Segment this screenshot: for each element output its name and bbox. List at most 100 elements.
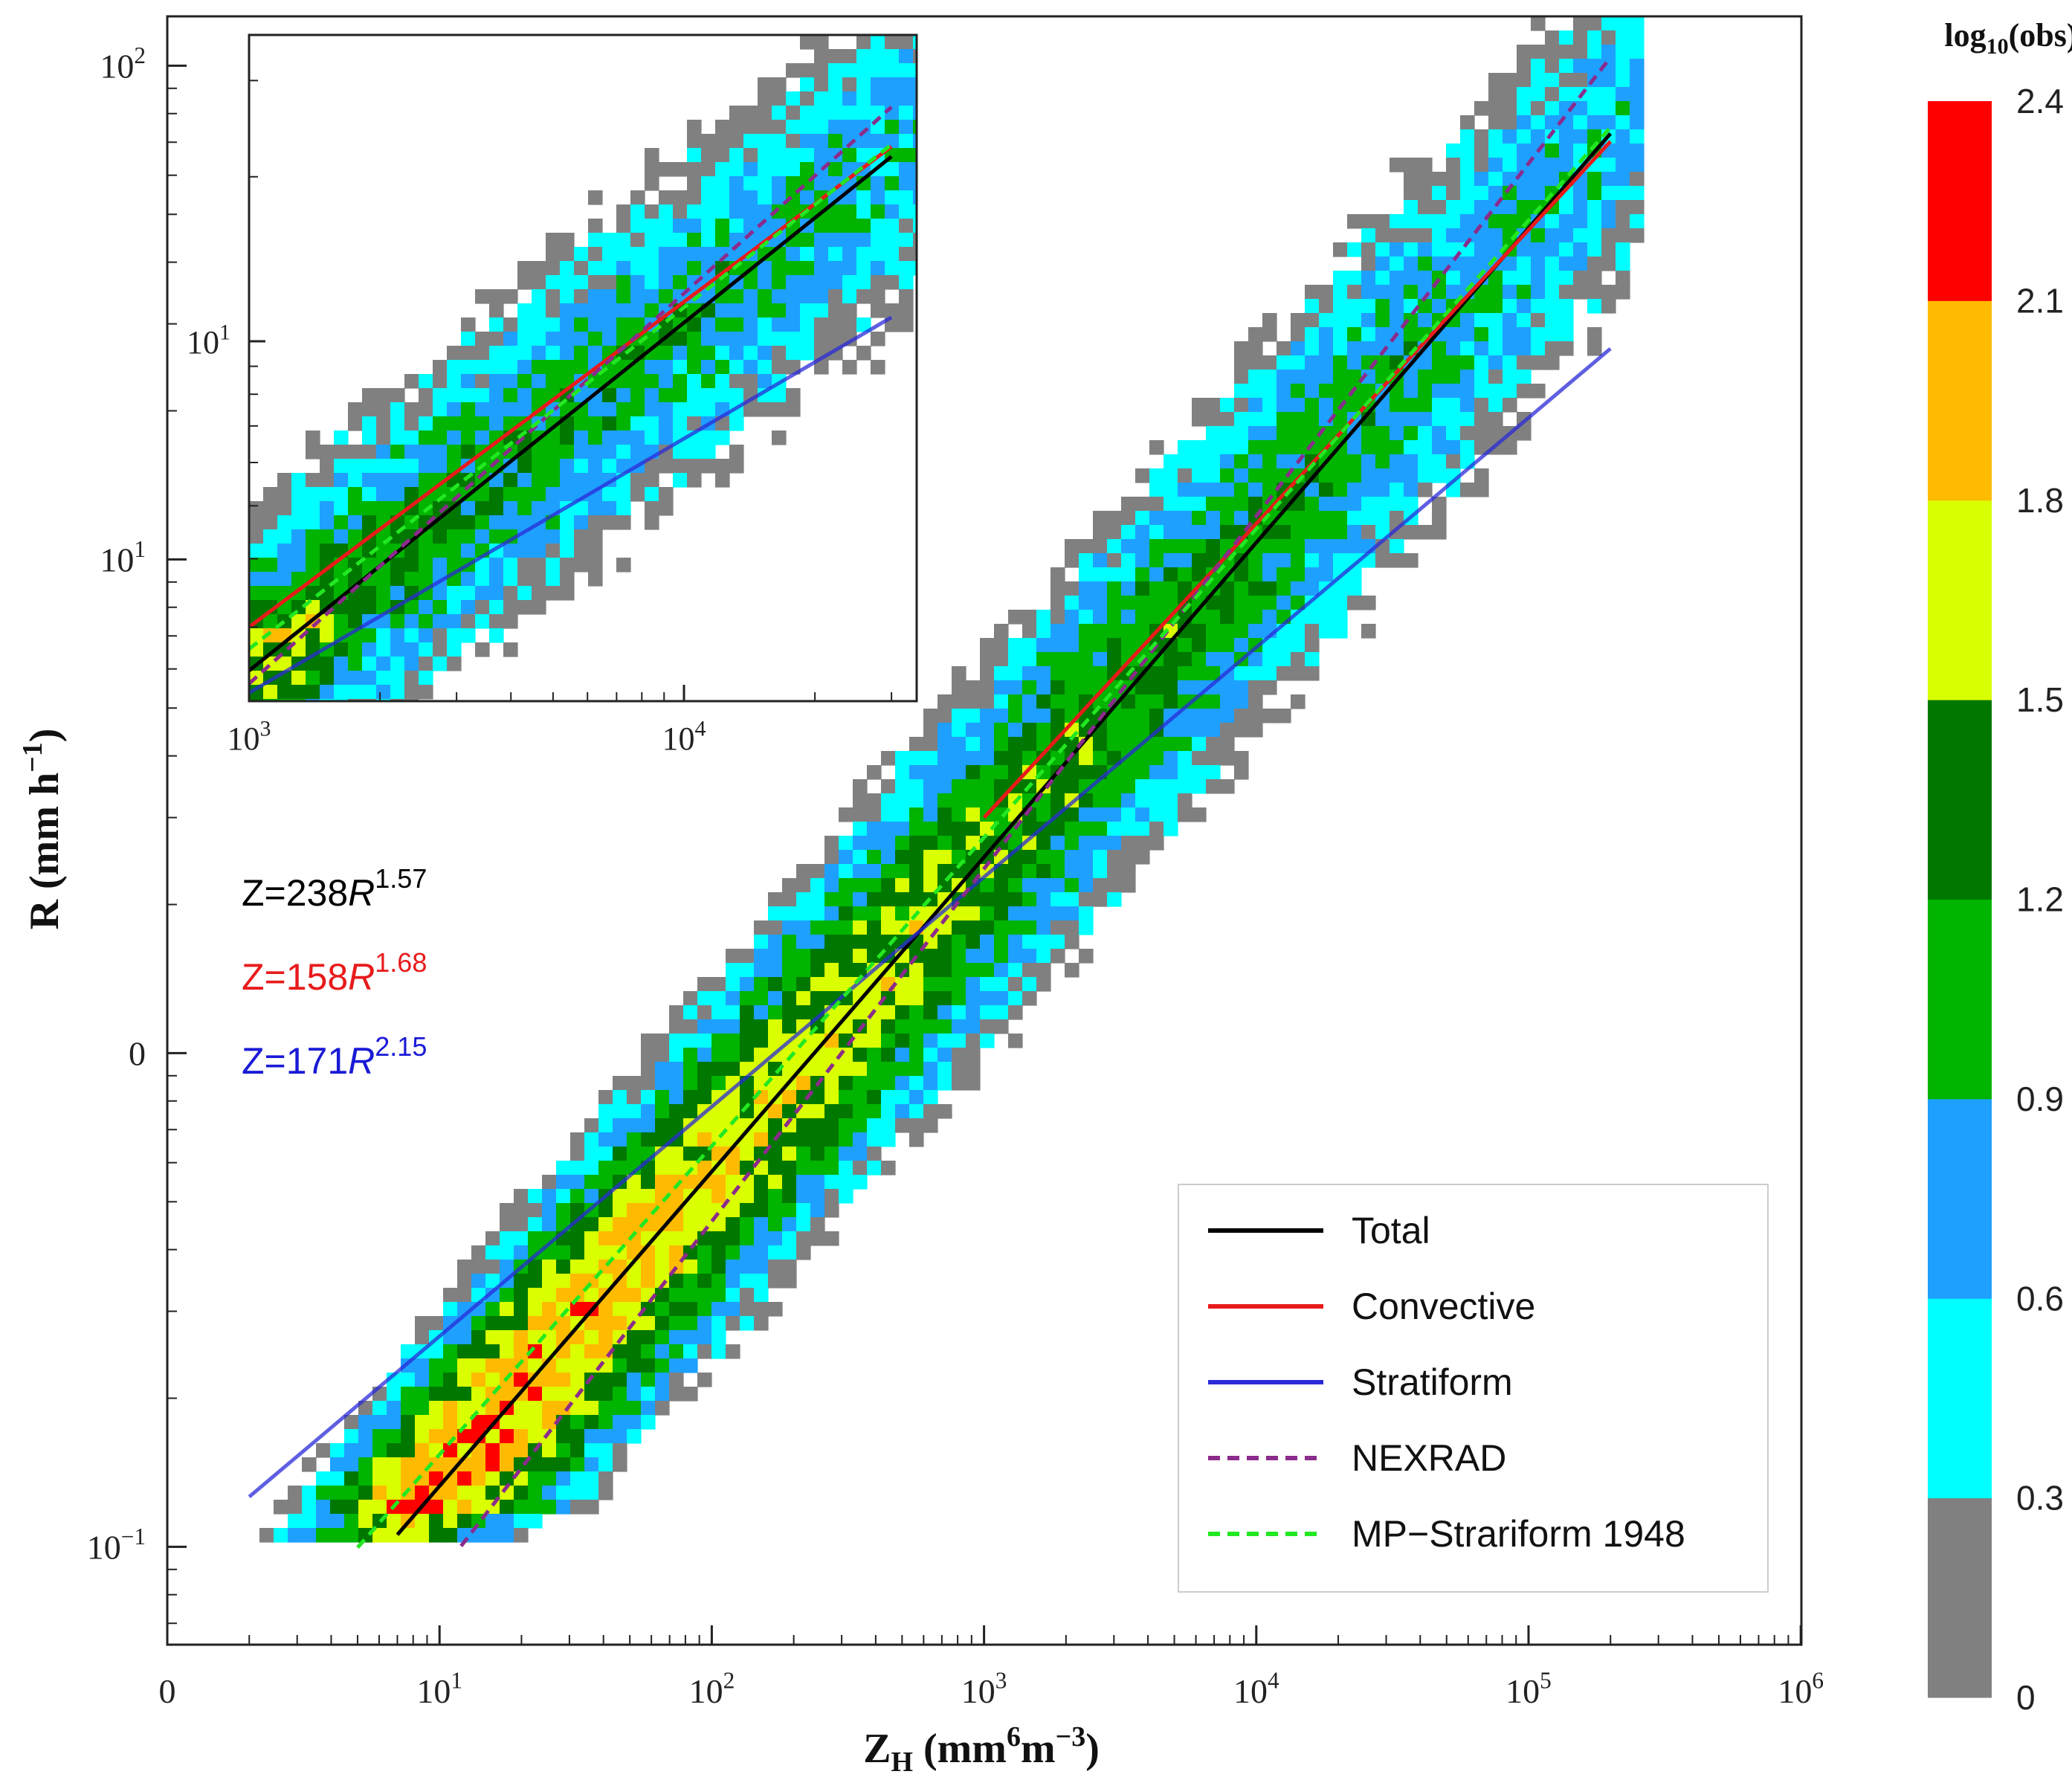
heatmap-cell xyxy=(542,1217,557,1232)
heatmap-cell xyxy=(1008,1034,1023,1048)
inset-heatmap-cell xyxy=(517,600,532,615)
heatmap-cell xyxy=(1192,765,1207,780)
heatmap-cell xyxy=(1432,242,1447,257)
inset-heatmap-cell xyxy=(475,600,490,615)
inset-heatmap-cell xyxy=(899,49,914,64)
heatmap-cell xyxy=(485,1316,500,1331)
inset-heatmap-cell xyxy=(687,247,702,262)
heatmap-cell xyxy=(584,1443,599,1458)
heatmap-cell xyxy=(1149,610,1164,625)
heatmap-cell xyxy=(669,1288,684,1303)
heatmap-cell xyxy=(923,1048,938,1062)
inset-heatmap-cell xyxy=(362,431,377,445)
heatmap-cell xyxy=(1601,257,1616,271)
heatmap-cell xyxy=(966,906,981,921)
inset-heatmap-cell xyxy=(475,346,490,361)
heatmap-cell xyxy=(1601,158,1616,172)
heatmap-cell xyxy=(711,1245,726,1260)
heatmap-cell xyxy=(627,1118,642,1133)
heatmap-cell xyxy=(1517,101,1532,116)
inset-heatmap-cell xyxy=(814,120,829,135)
heatmap-cell xyxy=(853,779,868,794)
heatmap-cell xyxy=(1488,313,1503,328)
heatmap-cell xyxy=(542,1415,557,1430)
heatmap-cell xyxy=(1587,115,1602,130)
inset-heatmap-cell xyxy=(602,289,617,304)
inset-heatmap-cell xyxy=(800,289,815,304)
heatmap-cell xyxy=(1093,807,1108,822)
inset-heatmap-cell xyxy=(277,529,292,544)
inset-heatmap-cell xyxy=(828,247,843,262)
heatmap-cell xyxy=(1333,581,1348,596)
inset-heatmap-cell xyxy=(362,544,377,558)
inset-heatmap-cell xyxy=(772,162,787,177)
inset-heatmap-cell xyxy=(715,374,730,389)
heatmap-cell xyxy=(1248,341,1263,356)
heatmap-cell xyxy=(937,836,952,851)
heatmap-cell xyxy=(1234,440,1249,455)
inset-heatmap-cell xyxy=(842,247,857,262)
heatmap-cell xyxy=(796,1217,811,1232)
heatmap-cell xyxy=(613,1161,627,1176)
inset-heatmap-cell xyxy=(645,360,659,375)
heatmap-cell xyxy=(556,1302,571,1317)
heatmap-cell xyxy=(1262,581,1277,596)
heatmap-cell xyxy=(1262,327,1277,342)
inset-heatmap-cell xyxy=(320,529,335,544)
heatmap-cell xyxy=(1390,398,1404,413)
heatmap-cell xyxy=(1319,384,1334,399)
inset-heatmap-cell xyxy=(758,346,772,361)
heatmap-cell xyxy=(1262,384,1277,399)
heatmap-cell xyxy=(1079,878,1094,893)
heatmap-cell xyxy=(1488,384,1503,399)
inset-heatmap-cell xyxy=(362,501,377,516)
heatmap-cell xyxy=(1361,271,1376,286)
inset-heatmap-cell xyxy=(419,671,433,686)
heatmap-cell xyxy=(796,935,811,949)
heatmap-cell xyxy=(528,1429,543,1444)
heatmap-cell xyxy=(697,1118,712,1133)
inset-heatmap-cell xyxy=(602,515,617,530)
inset-heatmap-cell xyxy=(871,303,885,318)
heatmap-cell xyxy=(966,793,981,808)
heatmap-cell xyxy=(980,822,995,836)
heatmap-cell xyxy=(1333,370,1348,384)
heatmap-cell xyxy=(810,1231,825,1246)
inset-heatmap-cell xyxy=(306,586,320,601)
inset-heatmap-cell xyxy=(913,190,917,205)
inset-heatmap-cell xyxy=(560,233,575,248)
inset-heatmap-cell xyxy=(348,473,363,488)
heatmap-cell xyxy=(1616,186,1630,201)
heatmap-cell xyxy=(1347,370,1362,384)
inset-heatmap-cell xyxy=(291,572,306,587)
inset-heatmap-cell xyxy=(263,544,278,558)
heatmap-cell xyxy=(1460,129,1475,144)
inset-heatmap-cell xyxy=(461,346,476,361)
inset-heatmap-cell xyxy=(277,544,292,558)
heatmap-cell xyxy=(1206,638,1221,653)
inset-heatmap-cell xyxy=(447,586,462,601)
inset-heatmap-cell xyxy=(489,487,504,502)
heatmap-cell xyxy=(641,1175,656,1190)
heatmap-cell xyxy=(1305,355,1320,370)
heatmap-cell xyxy=(387,1387,401,1402)
inset-heatmap-cell xyxy=(687,346,702,361)
heatmap-cell xyxy=(1050,666,1065,681)
heatmap-cell xyxy=(584,1330,599,1345)
inset-heatmap-cell xyxy=(362,642,377,657)
heatmap-cell xyxy=(853,1090,868,1105)
heatmap-cell xyxy=(627,1132,642,1147)
heatmap-cell xyxy=(1079,666,1094,681)
inset-heatmap-cell xyxy=(419,544,433,558)
inset-heatmap-cell xyxy=(461,572,476,587)
heatmap-cell xyxy=(824,1104,839,1119)
heatmap-cell xyxy=(457,1514,472,1529)
inset-heatmap-cell xyxy=(645,431,659,445)
inset-heatmap-cell xyxy=(334,431,349,445)
heatmap-cell xyxy=(1446,214,1461,229)
heatmap-cell xyxy=(457,1288,472,1303)
heatmap-cell xyxy=(796,1076,811,1091)
heatmap-cell xyxy=(485,1344,500,1359)
heatmap-cell xyxy=(952,949,966,964)
heatmap-cell xyxy=(669,1034,684,1048)
